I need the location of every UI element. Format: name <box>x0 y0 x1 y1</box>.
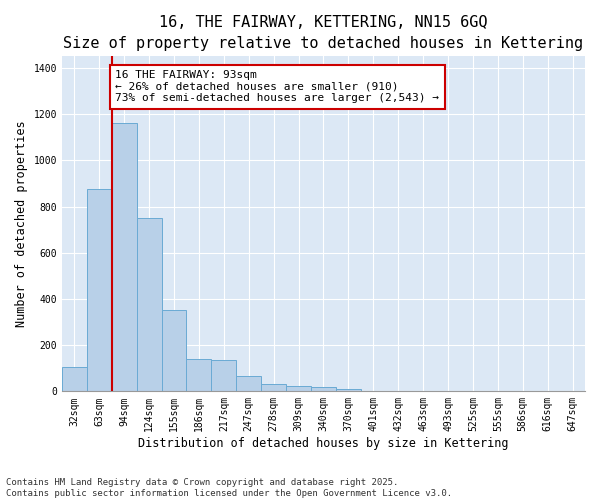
Bar <box>311 387 336 392</box>
Bar <box>336 388 361 392</box>
Bar <box>137 218 161 392</box>
Bar <box>211 360 236 392</box>
Bar <box>236 376 261 392</box>
Bar <box>261 384 286 392</box>
Bar <box>187 359 211 392</box>
Bar <box>161 310 187 392</box>
Y-axis label: Number of detached properties: Number of detached properties <box>15 120 28 327</box>
Text: 16 THE FAIRWAY: 93sqm
← 26% of detached houses are smaller (910)
73% of semi-det: 16 THE FAIRWAY: 93sqm ← 26% of detached … <box>115 70 439 103</box>
X-axis label: Distribution of detached houses by size in Kettering: Distribution of detached houses by size … <box>138 437 509 450</box>
Title: 16, THE FAIRWAY, KETTERING, NN15 6GQ
Size of property relative to detached house: 16, THE FAIRWAY, KETTERING, NN15 6GQ Siz… <box>64 15 584 51</box>
Bar <box>87 189 112 392</box>
Bar <box>62 367 87 392</box>
Text: Contains HM Land Registry data © Crown copyright and database right 2025.
Contai: Contains HM Land Registry data © Crown c… <box>6 478 452 498</box>
Bar <box>286 386 311 392</box>
Bar <box>112 124 137 392</box>
